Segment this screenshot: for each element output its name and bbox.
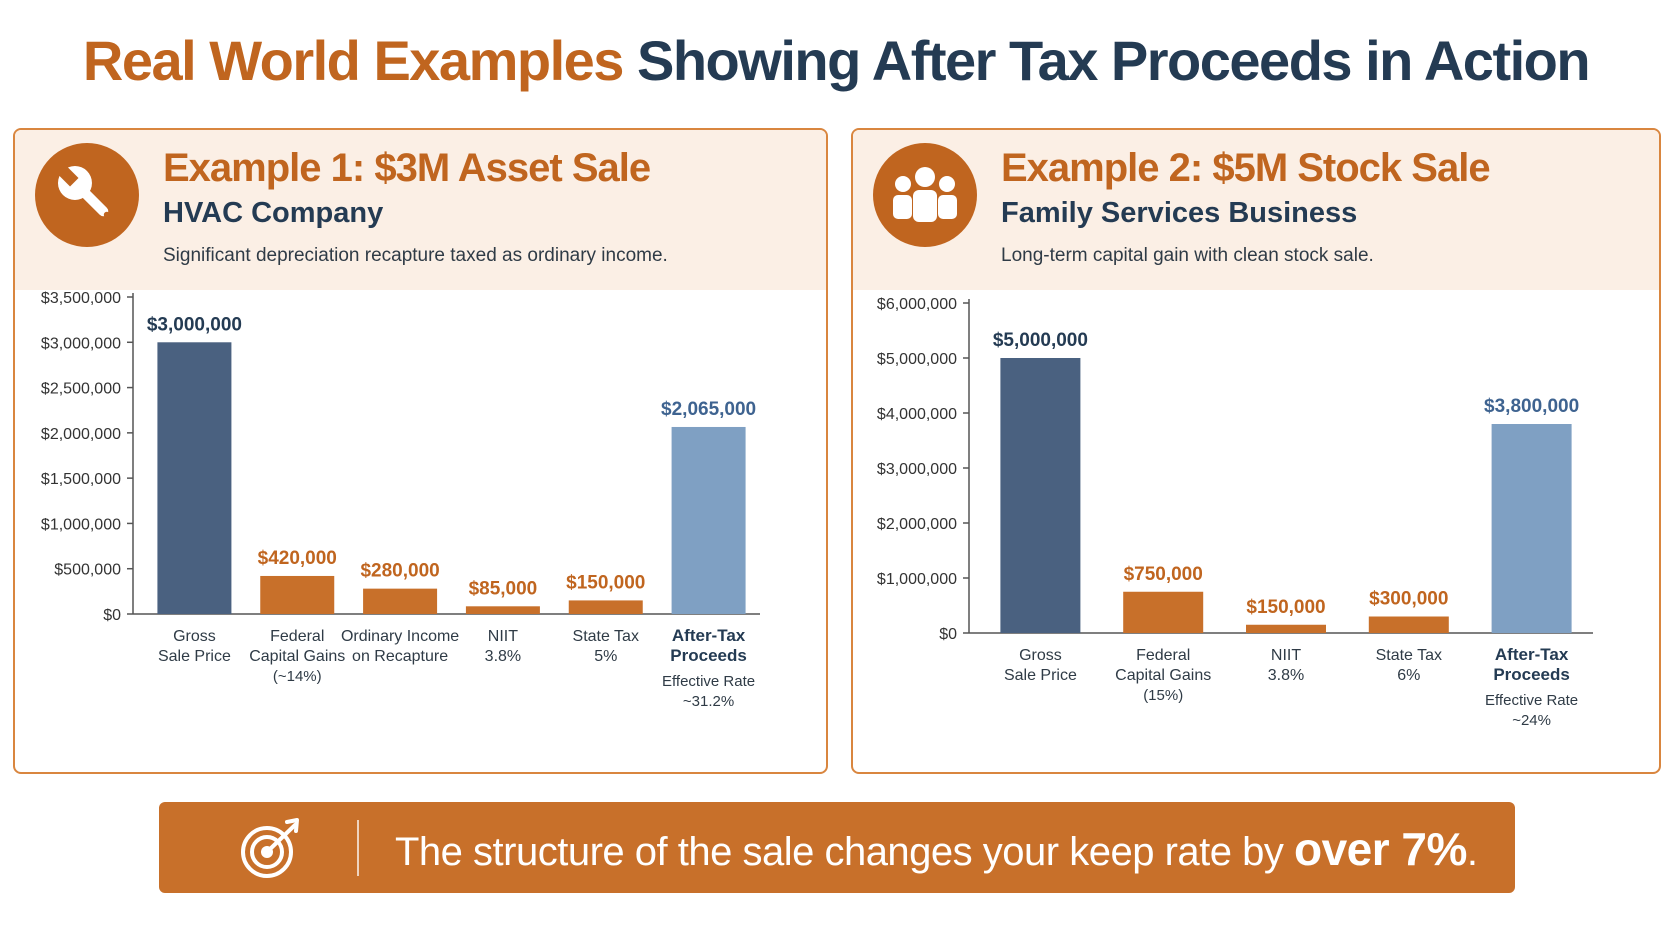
takeaway-text: The structure of the sale changes your k… <box>395 822 1478 876</box>
x-tick-label: 6% <box>1397 667 1420 684</box>
data-label: $2,065,000 <box>661 399 756 420</box>
y-tick-label: $1,500,000 <box>41 471 121 488</box>
data-label: $3,800,000 <box>1484 396 1579 417</box>
x-tick-label: ~31.2% <box>683 693 734 710</box>
y-tick-label: $2,000,000 <box>41 426 121 443</box>
data-label: $150,000 <box>566 572 645 593</box>
example-2-bar-chart: $0 $1,000,000 $2,000,000 $3,000,000 $4,000,0… <box>877 296 1593 729</box>
takeaway-emphasis: over 7% <box>1293 823 1467 875</box>
x-tick-label: 3.8% <box>1268 667 1304 684</box>
y-tick-label: $3,000,000 <box>41 335 121 352</box>
x-tick-label: State Tax <box>573 628 639 645</box>
example-2-header: Example 2: $5M Stock Sale Family Service… <box>853 130 1659 290</box>
people-group-icon <box>873 143 977 247</box>
x-tick-label: NIIT <box>1271 647 1301 664</box>
y-tick-label: $6,000,000 <box>877 296 957 313</box>
data-label: $280,000 <box>360 561 439 582</box>
takeaway-end: . <box>1466 830 1478 874</box>
example-1-header: Example 1: $3M Asset Sale HVAC Company S… <box>15 130 826 290</box>
data-label: $5,000,000 <box>993 330 1088 351</box>
x-tick-label: Capital Gains <box>249 648 345 665</box>
y-tick-label: $3,500,000 <box>41 290 121 307</box>
y-tick-label: $2,000,000 <box>877 516 957 533</box>
bar <box>1368 616 1449 633</box>
bar <box>1491 424 1572 633</box>
bar <box>1123 591 1204 633</box>
page-title-rest: Showing After Tax Proceeds in Action <box>637 29 1591 92</box>
example-2-title: Example 2: $5M Stock Sale <box>1001 146 1491 190</box>
y-tick-label: $4,000,000 <box>877 406 957 423</box>
x-tick-label: Gross <box>1019 647 1062 664</box>
example-1-description: Significant depreciation recapture taxed… <box>163 245 668 266</box>
data-label: $420,000 <box>258 548 337 569</box>
x-tick-label: ~24% <box>1512 712 1551 729</box>
takeaway-main: The structure of the sale changes your k… <box>395 830 1284 874</box>
x-tick-label: State Tax <box>1376 647 1442 664</box>
y-tick-label: $5,000,000 <box>877 351 957 368</box>
example-1-title: Example 1: $3M Asset Sale <box>163 146 651 190</box>
x-tick-label: (~14%) <box>273 668 322 685</box>
data-label: $85,000 <box>469 578 538 599</box>
target-icon <box>237 816 309 885</box>
bar <box>671 426 746 614</box>
bar <box>1000 358 1081 633</box>
data-label: $150,000 <box>1246 597 1325 618</box>
data-label: $3,000,000 <box>147 314 242 335</box>
y-tick-label: $500,000 <box>54 562 121 579</box>
x-tick-label: Effective Rate <box>1485 692 1578 709</box>
page-title: Real World Examples Showing After Tax Pr… <box>0 28 1672 93</box>
x-tick-label: Federal <box>1136 647 1190 664</box>
y-tick-label: $1,000,000 <box>877 571 957 588</box>
x-tick-label: After-Tax <box>672 626 746 645</box>
wrench-icon <box>35 143 139 247</box>
y-tick-label: $0 <box>103 607 121 624</box>
x-tick-label: NIIT <box>488 628 518 645</box>
x-tick-label: Proceeds <box>1493 665 1570 684</box>
takeaway-banner: The structure of the sale changes your k… <box>159 802 1515 893</box>
x-tick-label: (15%) <box>1143 687 1183 704</box>
banner-divider <box>357 820 359 876</box>
x-tick-label: 3.8% <box>485 648 521 665</box>
x-tick-label: 5% <box>594 648 617 665</box>
x-tick-label: After-Tax <box>1495 645 1569 664</box>
example-2-description: Long-term capital gain with clean stock … <box>1001 245 1374 266</box>
x-tick-label: Effective Rate <box>662 673 755 690</box>
bar <box>260 575 335 614</box>
example-1-bar-chart: $0 $500,000 $1,000,000 $1,500,000 $2,000,000… <box>41 290 760 710</box>
example-1-subtitle: HVAC Company <box>163 197 384 229</box>
y-tick-label: $2,500,000 <box>41 381 121 398</box>
bar <box>568 600 643 614</box>
y-tick-label: $0 <box>939 626 957 643</box>
x-tick-label: Capital Gains <box>1115 667 1211 684</box>
y-tick-label: $3,000,000 <box>877 461 957 478</box>
x-tick-label: Sale Price <box>1004 667 1077 684</box>
example-2-subtitle: Family Services Business <box>1001 197 1358 229</box>
x-tick-label: on Recapture <box>352 648 448 665</box>
page-title-accent: Real World Examples <box>82 29 625 92</box>
bar <box>465 606 540 614</box>
x-tick-label: Sale Price <box>158 648 231 665</box>
y-tick-label: $1,000,000 <box>41 516 121 533</box>
bar <box>363 588 438 614</box>
x-tick-label: Ordinary Income <box>341 628 459 645</box>
data-label: $750,000 <box>1124 564 1203 585</box>
x-tick-label: Federal <box>270 628 324 645</box>
example-1-panel: Example 1: $3M Asset Sale HVAC Company S… <box>13 128 828 774</box>
bar <box>157 342 232 614</box>
bar <box>1246 624 1326 633</box>
example-2-panel: Example 2: $5M Stock Sale Family Service… <box>851 128 1661 774</box>
x-tick-label: Proceeds <box>670 646 747 665</box>
x-tick-label: Gross <box>173 628 216 645</box>
data-label: $300,000 <box>1369 589 1448 610</box>
